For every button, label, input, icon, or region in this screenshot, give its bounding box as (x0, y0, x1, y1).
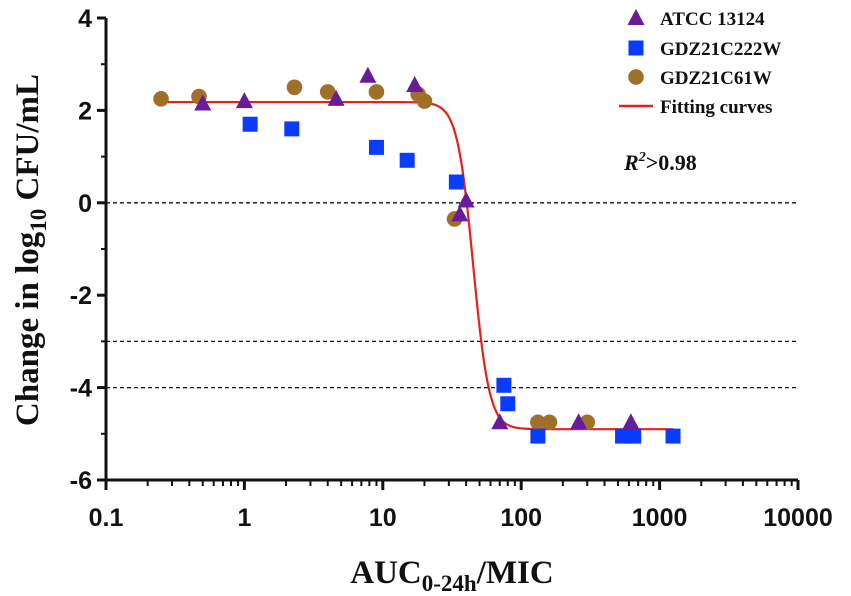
reference-lines (106, 202, 798, 389)
data-point-triangle (406, 75, 424, 92)
y-tick-label: -2 (70, 282, 92, 310)
y-tick-label: -6 (70, 467, 92, 495)
data-point-square (399, 152, 415, 168)
x-tick-label: 1000 (632, 504, 688, 532)
data-point-square (626, 428, 642, 444)
data-point-circle (153, 91, 169, 107)
data-point-triangle (451, 205, 469, 222)
data-point-triangle (327, 89, 345, 106)
data-point-triangle (359, 66, 377, 83)
x-tick-label: 1 (237, 504, 251, 532)
y-tick-label: 4 (78, 5, 92, 33)
data-point-triangle (491, 413, 509, 430)
data-points (153, 66, 681, 444)
data-point-triangle (622, 413, 640, 430)
data-point-square (500, 396, 516, 412)
legend-marker (627, 9, 645, 25)
fitting-curve-layer (161, 100, 674, 431)
data-point-square (368, 139, 384, 155)
r-squared-annotation: R2>0.98 (623, 150, 697, 175)
legend-label: GDZ21C61W (660, 68, 772, 89)
data-point-square (496, 377, 512, 393)
x-tick-label: 0.1 (89, 504, 124, 532)
data-point-circle (319, 84, 336, 100)
y-axis-title: Change in log10 CFU/mL (10, 74, 51, 426)
legend: ATCC 13124 GDZ21C222W GDZ21C61W Fitting cur… (619, 9, 781, 118)
y-tick-label: 0 (78, 190, 92, 218)
data-point-triangle (457, 191, 475, 208)
data-point-circle (530, 414, 546, 431)
legend-label: ATCC 13124 (660, 9, 765, 30)
data-point-square (448, 174, 464, 190)
y-tick-label: -4 (70, 375, 92, 403)
data-point-circle (368, 84, 385, 100)
data-point-circle (541, 414, 558, 431)
legend-marker (628, 69, 644, 85)
fitting-curve (161, 100, 674, 431)
legend-label: GDZ21C222W (660, 39, 781, 60)
x-axis-title: AUC0-24h/MIC (350, 555, 553, 596)
x-tick-label: 10000 (763, 504, 833, 532)
y-tick-label: 2 (78, 97, 92, 125)
data-point-triangle (570, 413, 588, 430)
data-point-square (284, 121, 300, 137)
ticks: -6 -4 -2 0 2 4 0.1 1 10 100 1000 10000 (70, 5, 833, 532)
x-tick-label: 100 (500, 504, 542, 532)
legend-label: Fitting curves (660, 97, 772, 118)
data-point-triangle (235, 92, 253, 109)
data-point-triangle (194, 94, 212, 111)
data-point-square (665, 428, 681, 444)
data-point-square (530, 428, 546, 444)
legend-marker (628, 40, 644, 56)
x-tick-label: 10 (369, 504, 397, 532)
data-point-circle (286, 79, 303, 96)
data-point-circle (416, 93, 433, 109)
data-point-square (242, 116, 258, 132)
